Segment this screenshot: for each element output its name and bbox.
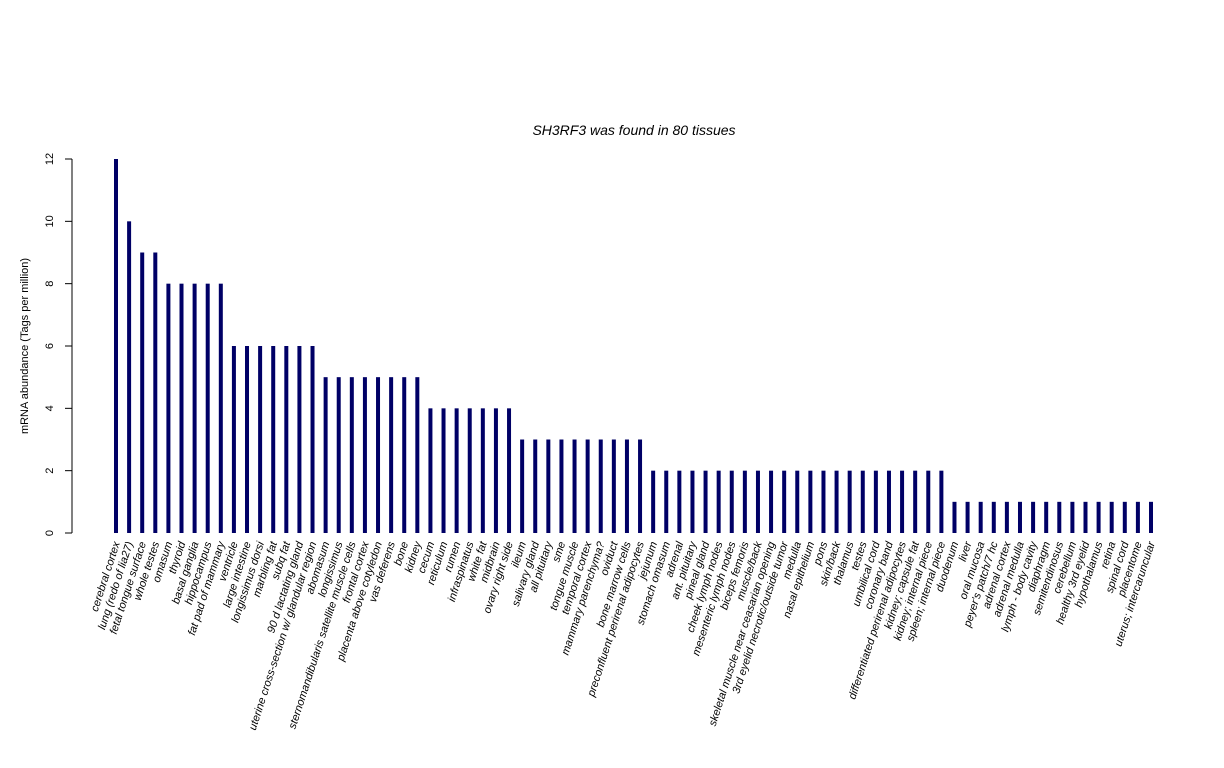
bar [271, 346, 276, 533]
bar [978, 501, 983, 533]
bar [1017, 501, 1022, 533]
bar [664, 470, 669, 533]
y-ticks: 0 2 4 6 8 10 12 [44, 153, 72, 536]
bar [389, 377, 394, 533]
bar [821, 470, 826, 533]
bar [1070, 501, 1075, 533]
y-tick-label: 2 [44, 468, 56, 474]
bar [611, 439, 616, 533]
bar [782, 470, 787, 533]
bar [467, 408, 472, 533]
bar [336, 377, 341, 533]
bar [245, 346, 250, 533]
bar [808, 470, 813, 533]
y-axis-label: mRNA abundance (Tags per million) [19, 258, 31, 434]
bar [284, 346, 289, 533]
bar [1122, 501, 1127, 533]
bar [533, 439, 538, 533]
bar [729, 470, 734, 533]
chart-title: SH3RF3 was found in 80 tissues [532, 122, 735, 138]
bar [166, 283, 171, 533]
bar [114, 159, 118, 533]
bar [205, 283, 210, 533]
bar [690, 470, 695, 533]
bar [218, 283, 223, 533]
y-tick-label: 0 [44, 530, 56, 536]
bar [703, 470, 708, 533]
bar [297, 346, 302, 533]
bar [507, 408, 512, 533]
bar [677, 470, 682, 533]
bar [755, 470, 760, 533]
bar [952, 501, 957, 533]
bar [127, 221, 132, 534]
bar [258, 346, 263, 533]
bar [1109, 501, 1114, 533]
y-tick-label: 10 [44, 215, 56, 227]
bar [638, 439, 643, 533]
bar [349, 377, 354, 533]
bar [886, 470, 891, 533]
bar [769, 470, 774, 533]
bar [153, 252, 158, 533]
bar [939, 470, 944, 533]
bar [1031, 501, 1036, 533]
bar [179, 283, 184, 533]
bar [847, 470, 852, 533]
bar [900, 470, 905, 533]
bar [991, 501, 996, 533]
bar [520, 439, 525, 533]
bar [402, 377, 407, 533]
bar [192, 283, 197, 533]
bar [965, 501, 970, 533]
bar [913, 470, 918, 533]
y-tick-label: 8 [44, 281, 56, 287]
bar [441, 408, 446, 533]
y-tick-label: 4 [44, 405, 56, 411]
bar [1004, 501, 1009, 533]
bar [454, 408, 459, 533]
bar [873, 470, 878, 533]
bar [1096, 501, 1101, 533]
bar [834, 470, 839, 533]
bar [362, 377, 367, 533]
bar [716, 470, 721, 533]
bar [860, 470, 865, 533]
bar [926, 470, 931, 533]
bar [559, 439, 564, 533]
y-tick-label: 12 [44, 153, 56, 165]
bar [742, 470, 747, 533]
bar [651, 470, 656, 533]
bar [585, 439, 590, 533]
bar [1149, 501, 1153, 533]
bar [1135, 501, 1140, 533]
bar [310, 346, 315, 533]
y-tick-label: 6 [44, 343, 56, 349]
bar [598, 439, 603, 533]
bar [428, 408, 433, 533]
bar [1083, 501, 1088, 533]
bar [546, 439, 551, 533]
bar [624, 439, 629, 533]
bar [415, 377, 420, 533]
bar [493, 408, 498, 533]
bar [231, 346, 236, 533]
bar [376, 377, 381, 533]
bar [323, 377, 328, 533]
bar [1044, 501, 1049, 533]
bar [572, 439, 577, 533]
bar [1057, 501, 1062, 533]
bar [795, 470, 800, 533]
bar [140, 252, 145, 533]
bars [114, 159, 1153, 534]
bar [480, 408, 485, 533]
